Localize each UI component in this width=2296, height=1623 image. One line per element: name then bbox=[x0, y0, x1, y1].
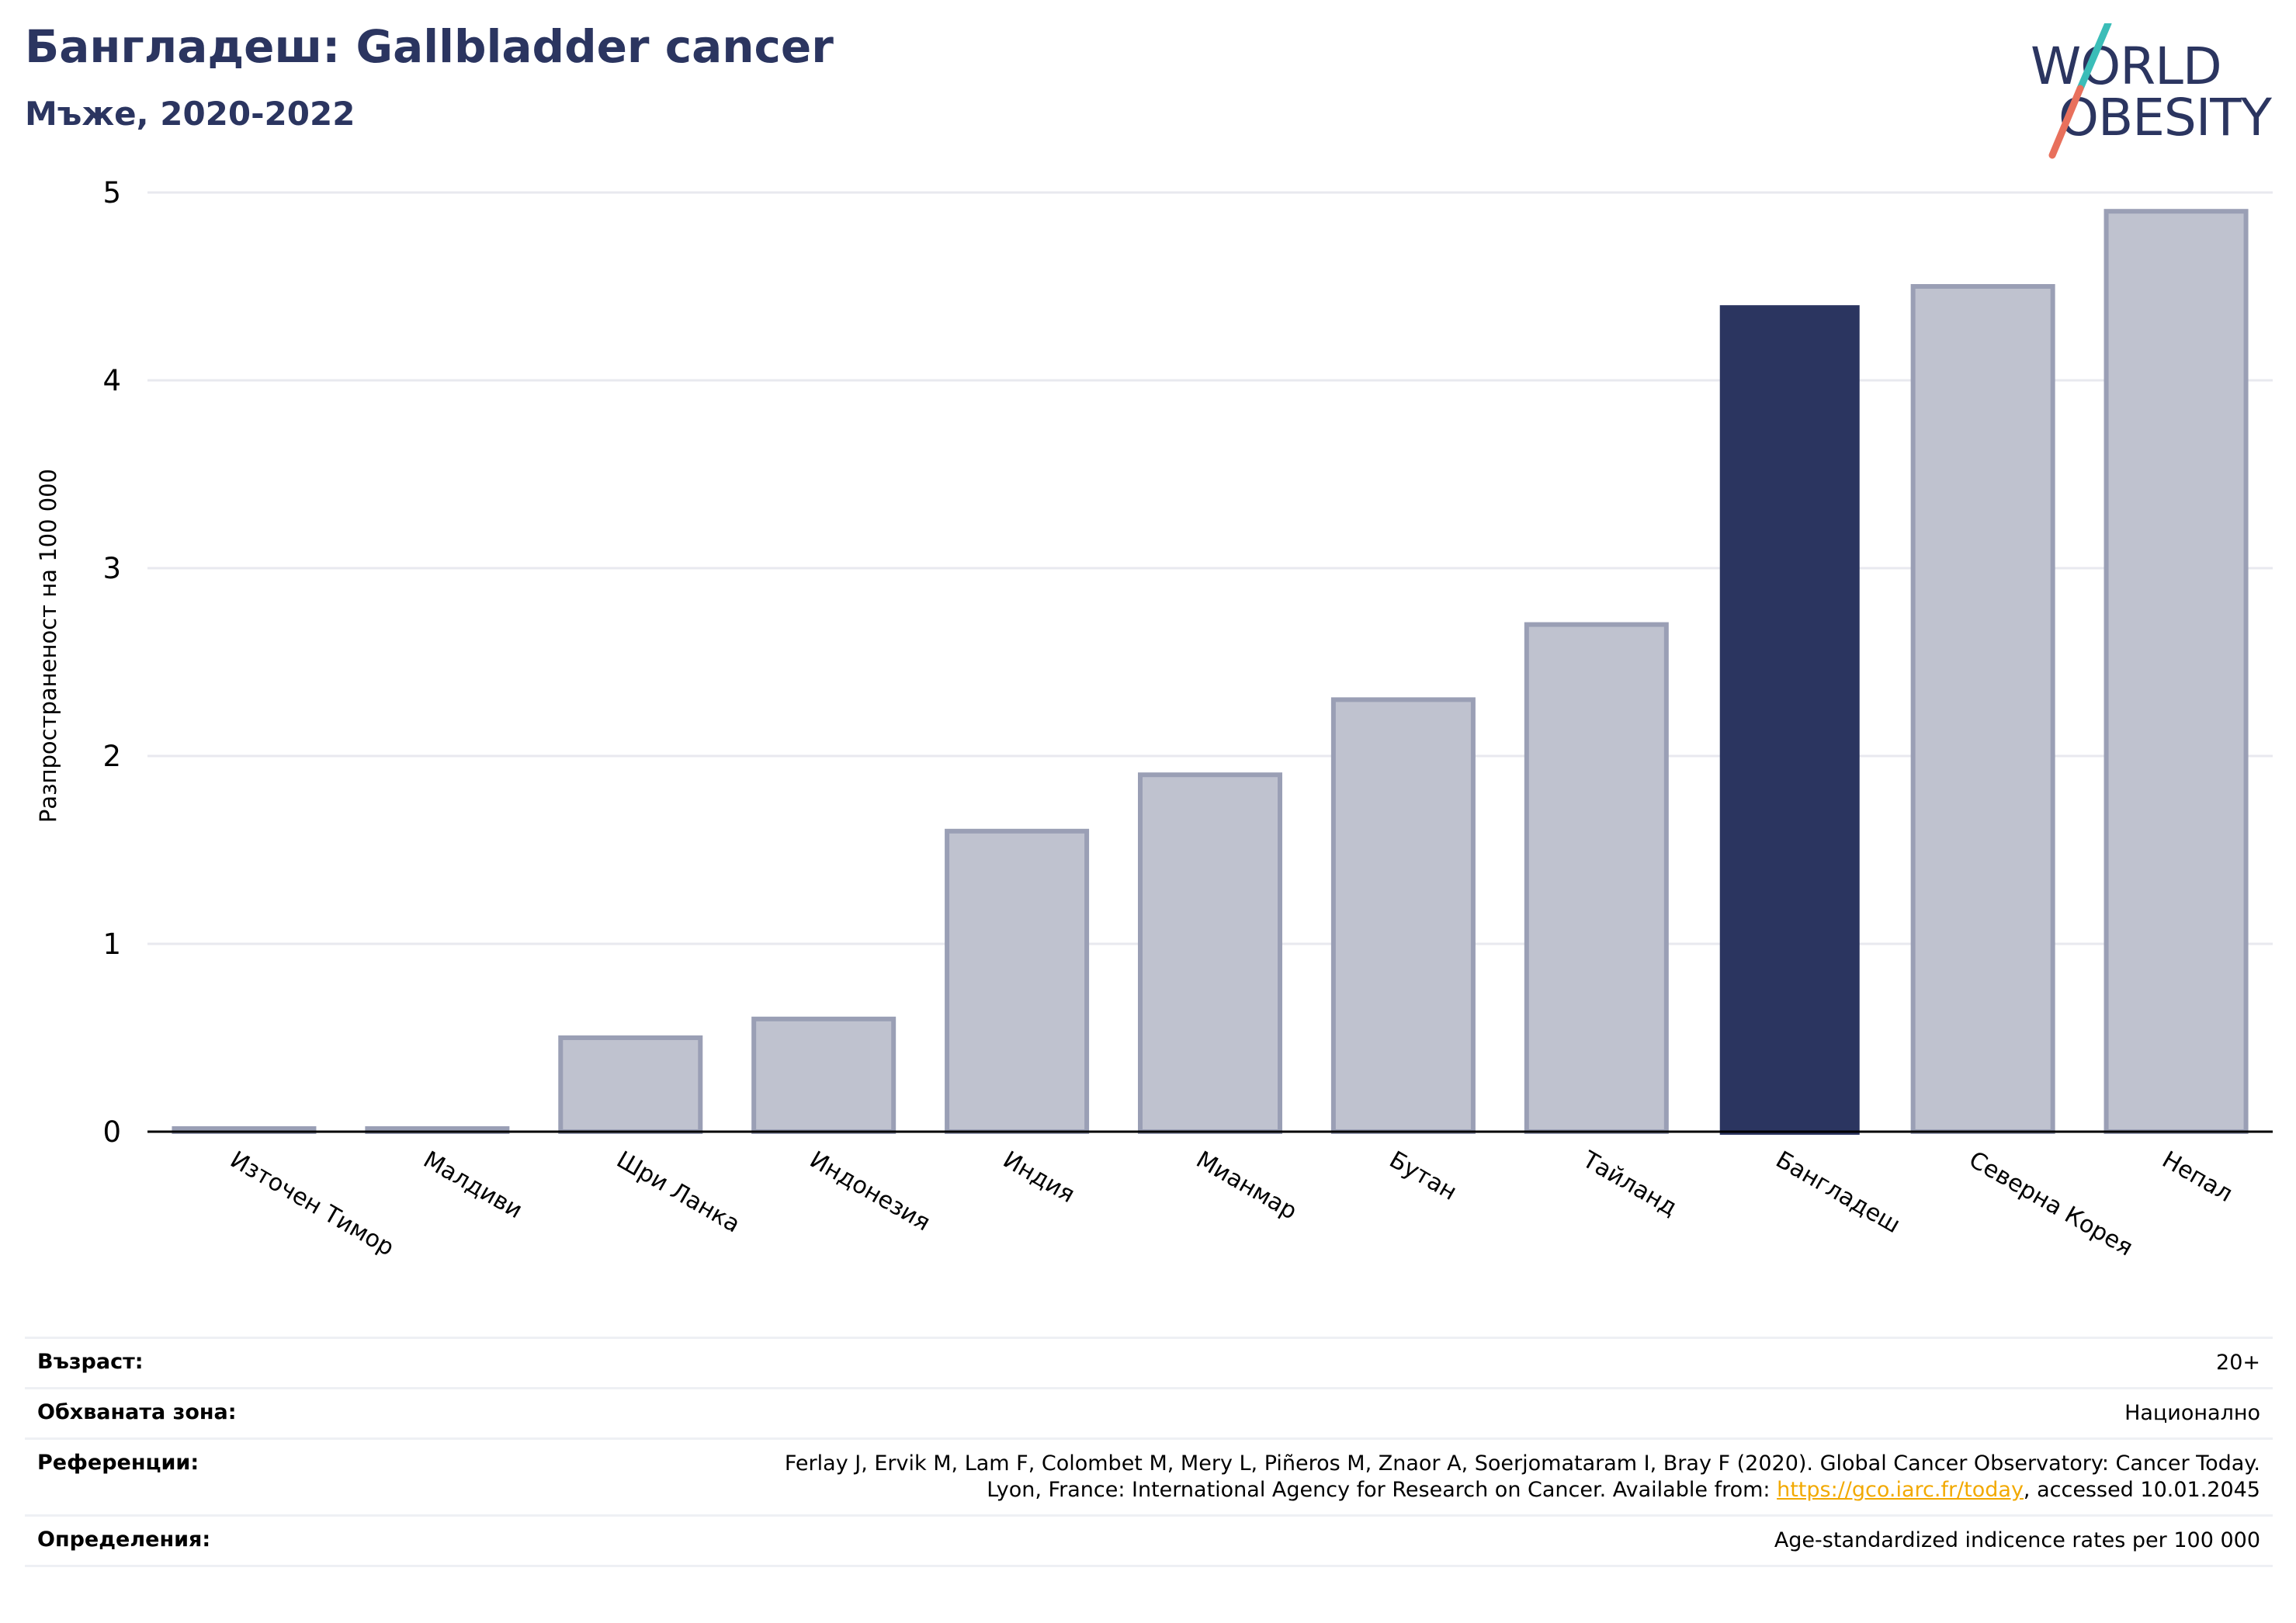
reference-link[interactable]: https://gco.iarc.fr/today bbox=[1777, 1478, 2024, 1502]
age-value: 20+ bbox=[2216, 1351, 2260, 1375]
x-tick-label: Тайланд bbox=[1577, 1146, 1682, 1222]
x-tick-label: Шри Ланка bbox=[612, 1146, 744, 1239]
y-tick-label: 5 bbox=[102, 176, 121, 210]
bar bbox=[1910, 284, 2055, 1134]
x-tick-label: Индонезия bbox=[805, 1146, 935, 1237]
bar bbox=[1138, 772, 1282, 1134]
chart-title: Бангладеш: Gallbladder cancer bbox=[25, 20, 834, 73]
area-label: Обхваната зона: bbox=[37, 1400, 237, 1424]
definitions-label: Определения: bbox=[37, 1528, 211, 1552]
y-tick-label: 1 bbox=[102, 928, 121, 961]
x-tick-label: Бангладеш bbox=[1771, 1146, 1905, 1240]
definitions-value: Age-standardized indicence rates per 100… bbox=[1774, 1528, 2260, 1552]
y-tick-labels: 0 1 2 3 4 5 bbox=[102, 176, 121, 1149]
x-tick-label: Източен Тимор bbox=[225, 1146, 398, 1262]
reference-line-2-prefix: Lyon, France: International Agency for R… bbox=[987, 1478, 1777, 1502]
age-label: Възраст: bbox=[37, 1350, 144, 1374]
y-axis-label: Разпространеност на 100 000 bbox=[35, 469, 61, 823]
x-tick-label: Бутан bbox=[1385, 1146, 1462, 1206]
bar bbox=[1719, 305, 1860, 1136]
x-tick-label: Северна Корея bbox=[1965, 1146, 2138, 1262]
x-tick-label: Непал bbox=[2158, 1146, 2238, 1208]
logo-slash-top bbox=[2076, 23, 2112, 92]
reference-line-2-suffix: , accessed 10.01.2045 bbox=[2023, 1478, 2260, 1502]
bar-chart: 0 1 2 3 4 5 Източен Тимор Малдиви Шри Ланка Индо… bbox=[35, 176, 2273, 1262]
bar bbox=[558, 1035, 703, 1134]
bar bbox=[751, 1016, 897, 1135]
info-row-area: Обхваната зона: Национално bbox=[25, 1387, 2273, 1437]
y-tick-label: 0 bbox=[102, 1115, 121, 1149]
x-tick-labels: Източен Тимор Малдиви Шри Ланка Индонезия Ин… bbox=[225, 1146, 2237, 1262]
area-value: Национално bbox=[2124, 1401, 2260, 1425]
info-table: Възраст: 20+ Обхваната зона: Национално … bbox=[25, 1337, 2273, 1567]
bar bbox=[1524, 622, 1669, 1134]
x-tick-label: Индия bbox=[998, 1146, 1079, 1209]
references-value: Ferlay J, Ervik M, Lam F, Colombet M, Me… bbox=[785, 1451, 2260, 1503]
chart-subtitle: Мъже, 2020-2022 bbox=[25, 95, 355, 133]
y-tick-label: 2 bbox=[102, 740, 121, 773]
logo-text-obesity: OBESITY bbox=[2058, 88, 2273, 147]
info-row-definitions: Определения: Age-standardized indicence … bbox=[25, 1514, 2273, 1567]
x-tick-label: Малдиви bbox=[418, 1146, 526, 1225]
logo-slash-bottom bbox=[2048, 85, 2084, 159]
references-label: Референции: bbox=[37, 1451, 199, 1475]
y-tick-label: 4 bbox=[102, 364, 121, 397]
bar bbox=[945, 828, 1090, 1135]
y-tick-label: 3 bbox=[102, 552, 121, 585]
info-row-age: Възраст: 20+ bbox=[25, 1337, 2273, 1387]
info-row-references: Референции: Ferlay J, Ervik M, Lam F, Co… bbox=[25, 1437, 2273, 1514]
x-tick-label: Мианмар bbox=[1191, 1146, 1302, 1226]
logo-text-world: WORLD bbox=[2031, 36, 2221, 96]
world-obesity-logo: WORLD OBESITY bbox=[2031, 23, 2273, 159]
reference-line-1: Ferlay J, Ervik M, Lam F, Colombet M, Me… bbox=[784, 1451, 2260, 1476]
bar bbox=[1330, 697, 1476, 1134]
bar bbox=[2104, 209, 2249, 1135]
bars bbox=[172, 209, 2249, 1136]
